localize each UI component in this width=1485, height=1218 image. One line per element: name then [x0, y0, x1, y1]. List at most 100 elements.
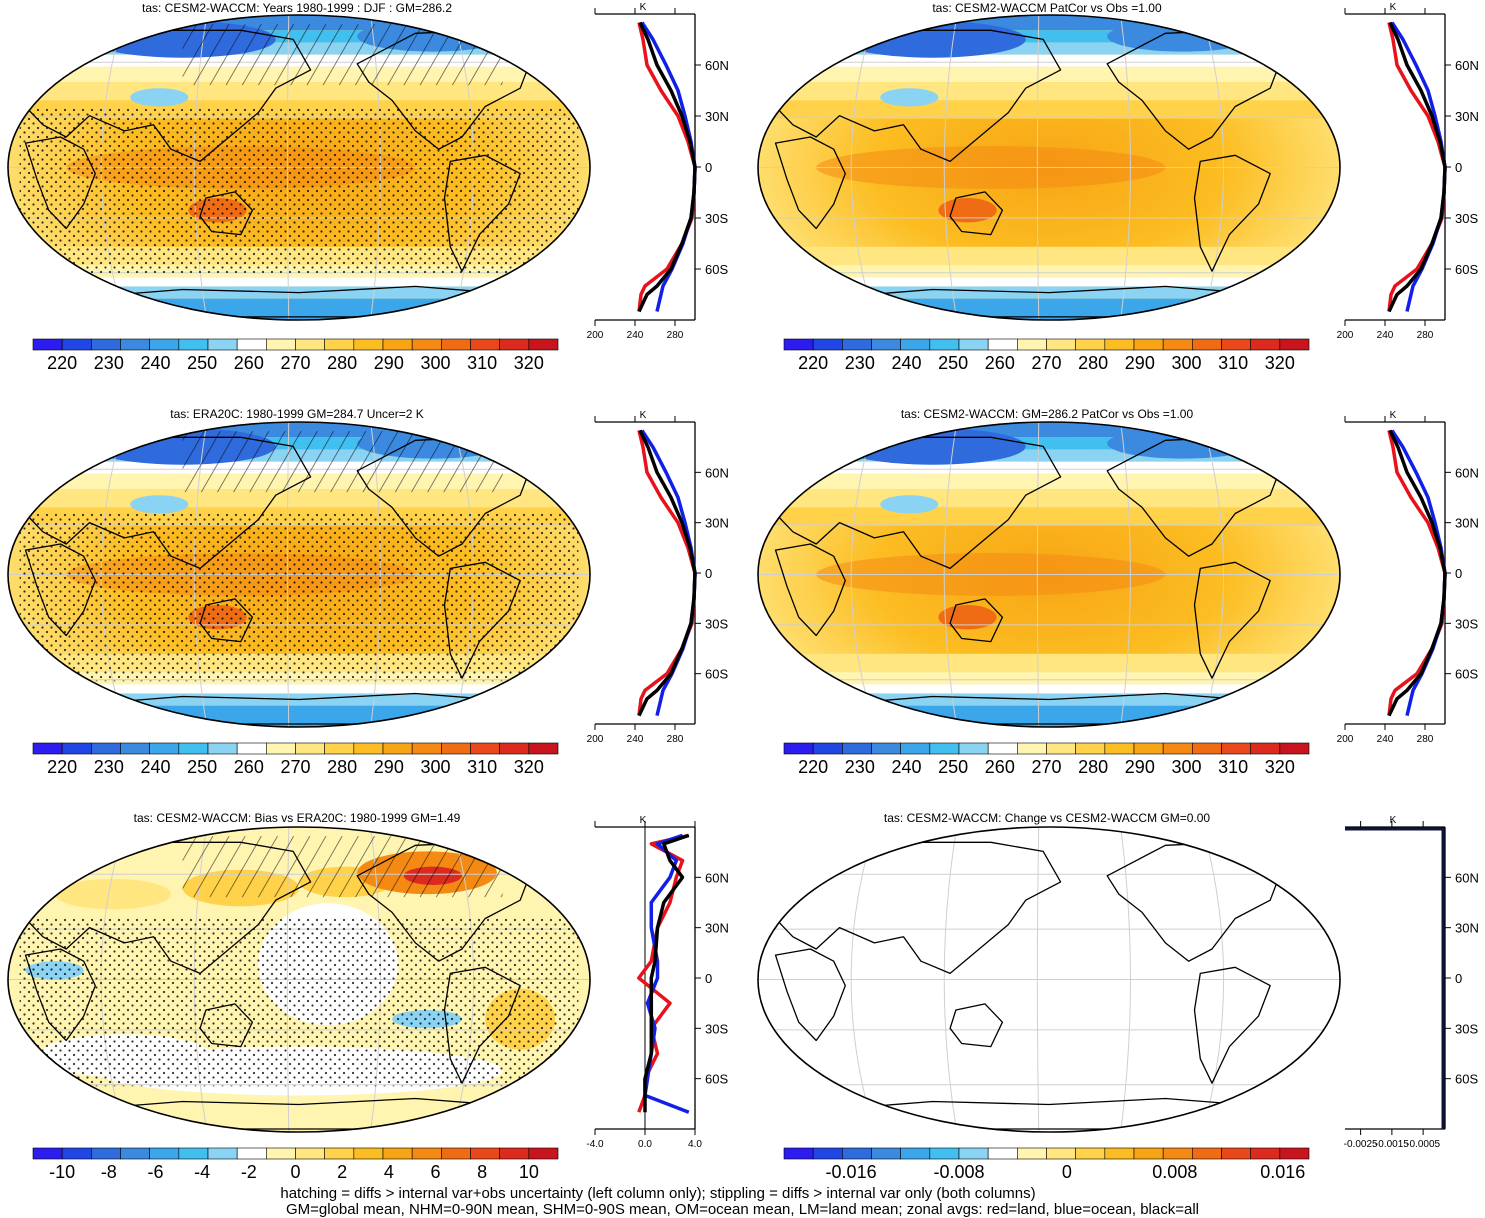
colorbar-label: 280: [1078, 757, 1108, 777]
longitude-line: [1202, 15, 1225, 320]
colorbar-label: 260: [985, 757, 1015, 777]
colorbar-label: 310: [467, 757, 497, 777]
lat-label: 60S: [1455, 667, 1478, 682]
colorbar-swatch: [987, 742, 1018, 755]
cold-region: [130, 495, 189, 514]
panel-title: tas: CESM2-WACCM: Change vs CESM2-WACCM …: [884, 811, 1211, 825]
hatching: [182, 24, 503, 86]
colorbar-swatch: [207, 1147, 238, 1160]
longitude-line: [943, 422, 958, 727]
colorbar-swatch: [1250, 338, 1281, 351]
map-outline: [7, 826, 591, 1133]
colorbar-swatch: [1104, 338, 1135, 351]
colorbar-label: 290: [374, 757, 404, 777]
colorbar-label: -0.016: [826, 1162, 877, 1182]
x-tick-label: 200: [1337, 330, 1354, 341]
colorbar-swatch: [1279, 742, 1310, 755]
lat-label: 0: [705, 971, 712, 986]
colorbar-swatch: [871, 1147, 901, 1160]
colorbar-swatch: [871, 338, 901, 351]
lat-label: 60S: [705, 262, 728, 277]
colorbar-swatch: [499, 1147, 530, 1160]
temperature-band: [8, 684, 590, 694]
colorbar-swatch: [871, 742, 901, 755]
colorbar-label: 290: [374, 353, 404, 373]
colorbar-swatch: [149, 1147, 180, 1160]
lat-label: 60N: [705, 58, 729, 73]
colorbar-swatch: [783, 1147, 814, 1160]
lat-label: 60N: [1455, 465, 1479, 480]
x-tick-label: 240: [1377, 734, 1394, 745]
hatching: [182, 431, 503, 493]
x-tick-label: -0.0015: [1375, 1139, 1409, 1150]
colorbar-swatch: [1133, 338, 1164, 351]
colorbar-label: 2: [337, 1162, 347, 1182]
zonal-series-all: [1387, 21, 1447, 313]
temperature-band: [758, 684, 1340, 694]
colorbar-label: 260: [234, 757, 264, 777]
lat-label: 60N: [705, 870, 729, 885]
zonal-model-gm: K 60N 30N 0 30S 60S 200 240 280: [1337, 410, 1479, 745]
colorbar-label: 0: [290, 1162, 300, 1182]
lat-label: 0: [705, 566, 712, 581]
colorbar-label: 220: [47, 757, 77, 777]
map-field: [758, 827, 1340, 1132]
x-tick-label: 240: [1377, 330, 1394, 341]
colorbar-model-patcor: 220 230 240 250 260 270 280 290 300 310 320: [783, 338, 1310, 373]
colorbar-swatch: [324, 1147, 355, 1160]
lat-label: 30N: [1455, 516, 1479, 531]
cold-region: [1107, 21, 1259, 52]
colorbar-swatch: [61, 1147, 92, 1160]
colorbar-label: 220: [798, 757, 828, 777]
colorbar-swatch: [1192, 742, 1222, 755]
colorbar-swatch: [1250, 742, 1281, 755]
lat-label: 30N: [705, 109, 729, 124]
map-outline: [757, 421, 1341, 728]
graticule: [758, 827, 1340, 1132]
lat-label: 30S: [705, 1021, 728, 1036]
zonal-bias: K 60N 30N 0 30S 60S -4.0 0.0 4.0: [586, 815, 728, 1150]
colorbar-swatch: [1279, 1147, 1310, 1160]
temperature-band: [758, 277, 1340, 287]
colorbar-swatch: [528, 742, 559, 755]
colorbar-swatch: [528, 338, 559, 351]
footer-line-hatching: hatching = diffs > internal var+obs unce…: [280, 1185, 1036, 1202]
colorbar-label: 320: [1265, 757, 1295, 777]
stippling: [19, 918, 579, 1087]
colorbar-label: 220: [798, 353, 828, 373]
colorbar-swatch: [812, 742, 843, 755]
x-tick-label: -4.0: [586, 1139, 604, 1150]
cold-region: [880, 88, 939, 107]
lat-label: 60S: [705, 1072, 728, 1087]
colorbar-swatch: [295, 338, 325, 351]
cold-region: [130, 88, 189, 107]
colorbar-swatch: [1162, 338, 1193, 351]
coastline: [774, 136, 846, 230]
colorbar-swatch: [958, 742, 989, 755]
coastline: [1193, 561, 1271, 679]
stippling: [19, 513, 579, 682]
zonal-change: K 60N 30N 0 30S 60S -0.0025-0.0015-0.0005: [1344, 815, 1479, 1150]
colorbar-swatch: [382, 1147, 413, 1160]
colorbar-swatch: [1017, 338, 1047, 351]
temperature-band: [758, 54, 1340, 67]
colorbar-swatch: [441, 742, 471, 755]
colorbar-swatch: [353, 742, 384, 755]
colorbar-swatch: [842, 338, 872, 351]
colorbar-label: 310: [1218, 757, 1248, 777]
temperature-band: [758, 672, 1340, 685]
panel-title: tas: ERA20C: 1980-1999 GM=284.7 Uncer=2 …: [170, 407, 423, 421]
colorbar-swatch: [499, 338, 530, 351]
colorbar-swatch: [91, 742, 121, 755]
map-model-mean: tas: CESM2-WACCM: Years 1980-1999 : DJF …: [7, 1, 591, 321]
colorbar-label: 240: [140, 353, 170, 373]
zonal-series-ocean: [643, 833, 690, 1114]
colorbar-label: 270: [1031, 353, 1061, 373]
warm-region: [938, 198, 997, 223]
colorbar-swatch: [783, 338, 814, 351]
colorbar-swatch: [120, 1147, 150, 1160]
lat-label: 0: [1455, 160, 1462, 175]
x-tick-label: -0.0025: [1344, 1139, 1378, 1150]
colorbar-label: -8: [101, 1162, 117, 1182]
colorbar-swatch: [958, 1147, 989, 1160]
